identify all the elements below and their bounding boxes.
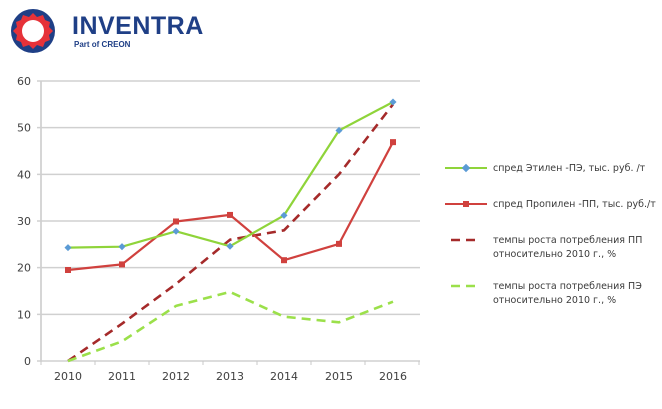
x-tick-label: 2015 xyxy=(325,370,353,383)
data-point-marker xyxy=(64,244,72,252)
y-tick-label: 40 xyxy=(17,168,31,181)
x-tick-label: 2010 xyxy=(54,370,82,383)
x-tick-label: 2014 xyxy=(270,370,298,383)
legend-label: темпы роста потребления ПЭ относительно … xyxy=(493,281,642,306)
legend-swatch-ethylene-spread xyxy=(445,163,487,173)
x-axis-ticks: 2010 2011 2012 2013 2014 2015 2016 xyxy=(54,370,407,383)
x-tick-label: 2016 xyxy=(379,370,407,383)
logo-mark-icon xyxy=(11,9,55,53)
legend-label: спред Пропилен -ПП, тыс. руб./т xyxy=(493,199,656,210)
series-group xyxy=(64,98,397,363)
y-tick-label: 30 xyxy=(17,215,31,228)
data-point-marker xyxy=(119,261,125,268)
series-line-3 xyxy=(67,290,394,363)
data-point-marker xyxy=(173,218,179,225)
legend-label: спред Этилен -ПЭ, тыс. руб. /т xyxy=(493,163,646,174)
legend-swatch-propylene-spread xyxy=(445,201,487,207)
legend-label: темпы роста потребления ПП относительно … xyxy=(493,235,643,260)
x-tick-label: 2012 xyxy=(162,370,190,383)
legend-swatch-pe-growth xyxy=(451,284,481,288)
legend-item-propylene-spread: спред Пропилен -ПП, тыс. руб./т xyxy=(445,198,656,212)
y-tick-label: 20 xyxy=(17,262,31,275)
data-point-marker xyxy=(336,240,342,247)
series-line-1 xyxy=(67,141,394,272)
data-point-marker xyxy=(389,98,397,106)
data-point-marker xyxy=(172,227,180,235)
y-tick-label: 50 xyxy=(17,122,31,135)
data-point-marker xyxy=(65,267,71,273)
series-line-2 xyxy=(67,103,395,363)
inventra-logo: INVENTRA Part of CREON xyxy=(10,8,203,53)
y-axis-ticks: 0 10 20 30 40 50 60 xyxy=(17,75,31,368)
gridlines xyxy=(37,80,420,365)
legend-item-pe-growth: темпы роста потребления ПЭ относительно … xyxy=(445,280,645,308)
legend-item-pp-growth: темпы роста потребления ПП относительно … xyxy=(445,234,645,262)
logo-name: INVENTRA xyxy=(72,12,204,40)
y-tick-label: 0 xyxy=(24,355,31,368)
data-point-marker xyxy=(118,243,126,251)
data-point-marker xyxy=(280,211,288,219)
data-point-marker xyxy=(281,257,287,264)
data-point-marker xyxy=(226,242,234,250)
y-tick-label: 60 xyxy=(17,75,31,88)
x-tick-label: 2011 xyxy=(108,370,136,383)
logo-subtitle: Part of CREON xyxy=(74,40,131,49)
data-point-marker xyxy=(335,126,343,135)
data-point-marker xyxy=(390,139,396,146)
x-tick-label: 2013 xyxy=(216,370,244,383)
y-tick-label: 10 xyxy=(17,308,31,321)
legend-item-ethylene-spread: спред Этилен -ПЭ, тыс. руб. /т xyxy=(445,162,645,176)
legend-swatch-pp-growth xyxy=(451,238,481,242)
data-point-marker xyxy=(227,211,233,218)
